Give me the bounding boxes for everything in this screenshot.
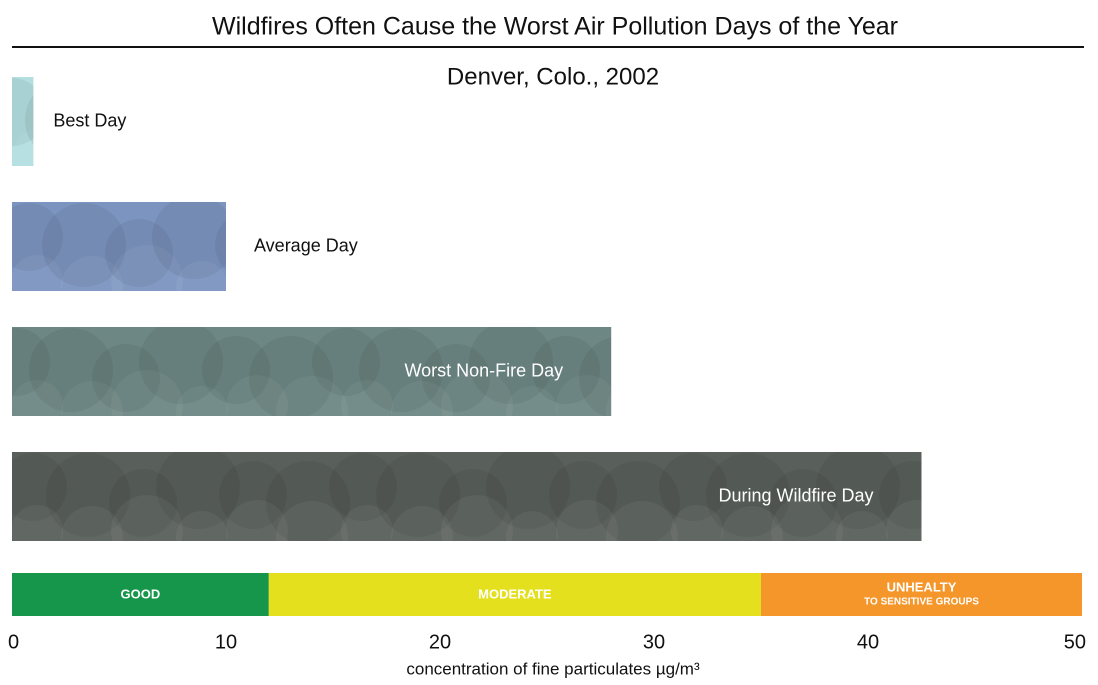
band-label: GOOD bbox=[121, 586, 161, 601]
x-tick-label: 40 bbox=[857, 631, 879, 653]
cloud bbox=[606, 501, 678, 573]
bar-label: Worst Non-Fire Day bbox=[404, 360, 563, 380]
bar-label: Average Day bbox=[254, 235, 358, 255]
bar-label: Best Day bbox=[53, 110, 126, 130]
cloud bbox=[506, 511, 558, 563]
bar-label: During Wildfire Day bbox=[718, 485, 873, 505]
cloud bbox=[926, 461, 1010, 545]
cloud bbox=[579, 336, 663, 420]
chart: Wildfires Often Cause the Worst Air Poll… bbox=[0, 0, 1098, 685]
chart-subtitle: Denver, Colo., 2002 bbox=[447, 63, 659, 90]
cloud bbox=[836, 511, 888, 563]
x-tick-label: 50 bbox=[1064, 631, 1086, 653]
x-tick-label: 0 bbox=[8, 631, 19, 653]
x-axis-label: concentration of fine particulates µg/m³ bbox=[406, 659, 700, 678]
band-sublabel: TO SENSITIVE GROUPS bbox=[864, 597, 979, 608]
cloud bbox=[606, 376, 678, 448]
cloud bbox=[176, 511, 228, 563]
cloud-texture bbox=[0, 78, 123, 193]
x-tick-label: 30 bbox=[643, 631, 665, 653]
band-label: UNHEALTY bbox=[887, 579, 957, 594]
cloud bbox=[886, 500, 948, 562]
cloud bbox=[11, 130, 63, 182]
x-tick-label: 10 bbox=[215, 631, 237, 653]
chart-title: Wildfires Often Cause the Worst Air Poll… bbox=[212, 13, 898, 41]
cloud bbox=[936, 501, 1008, 573]
cloud bbox=[226, 250, 288, 312]
band-label: MODERATE bbox=[478, 586, 552, 601]
cloud bbox=[176, 261, 228, 313]
cloud bbox=[276, 501, 348, 573]
cloud bbox=[61, 131, 123, 193]
x-tick-label: 20 bbox=[429, 631, 451, 653]
